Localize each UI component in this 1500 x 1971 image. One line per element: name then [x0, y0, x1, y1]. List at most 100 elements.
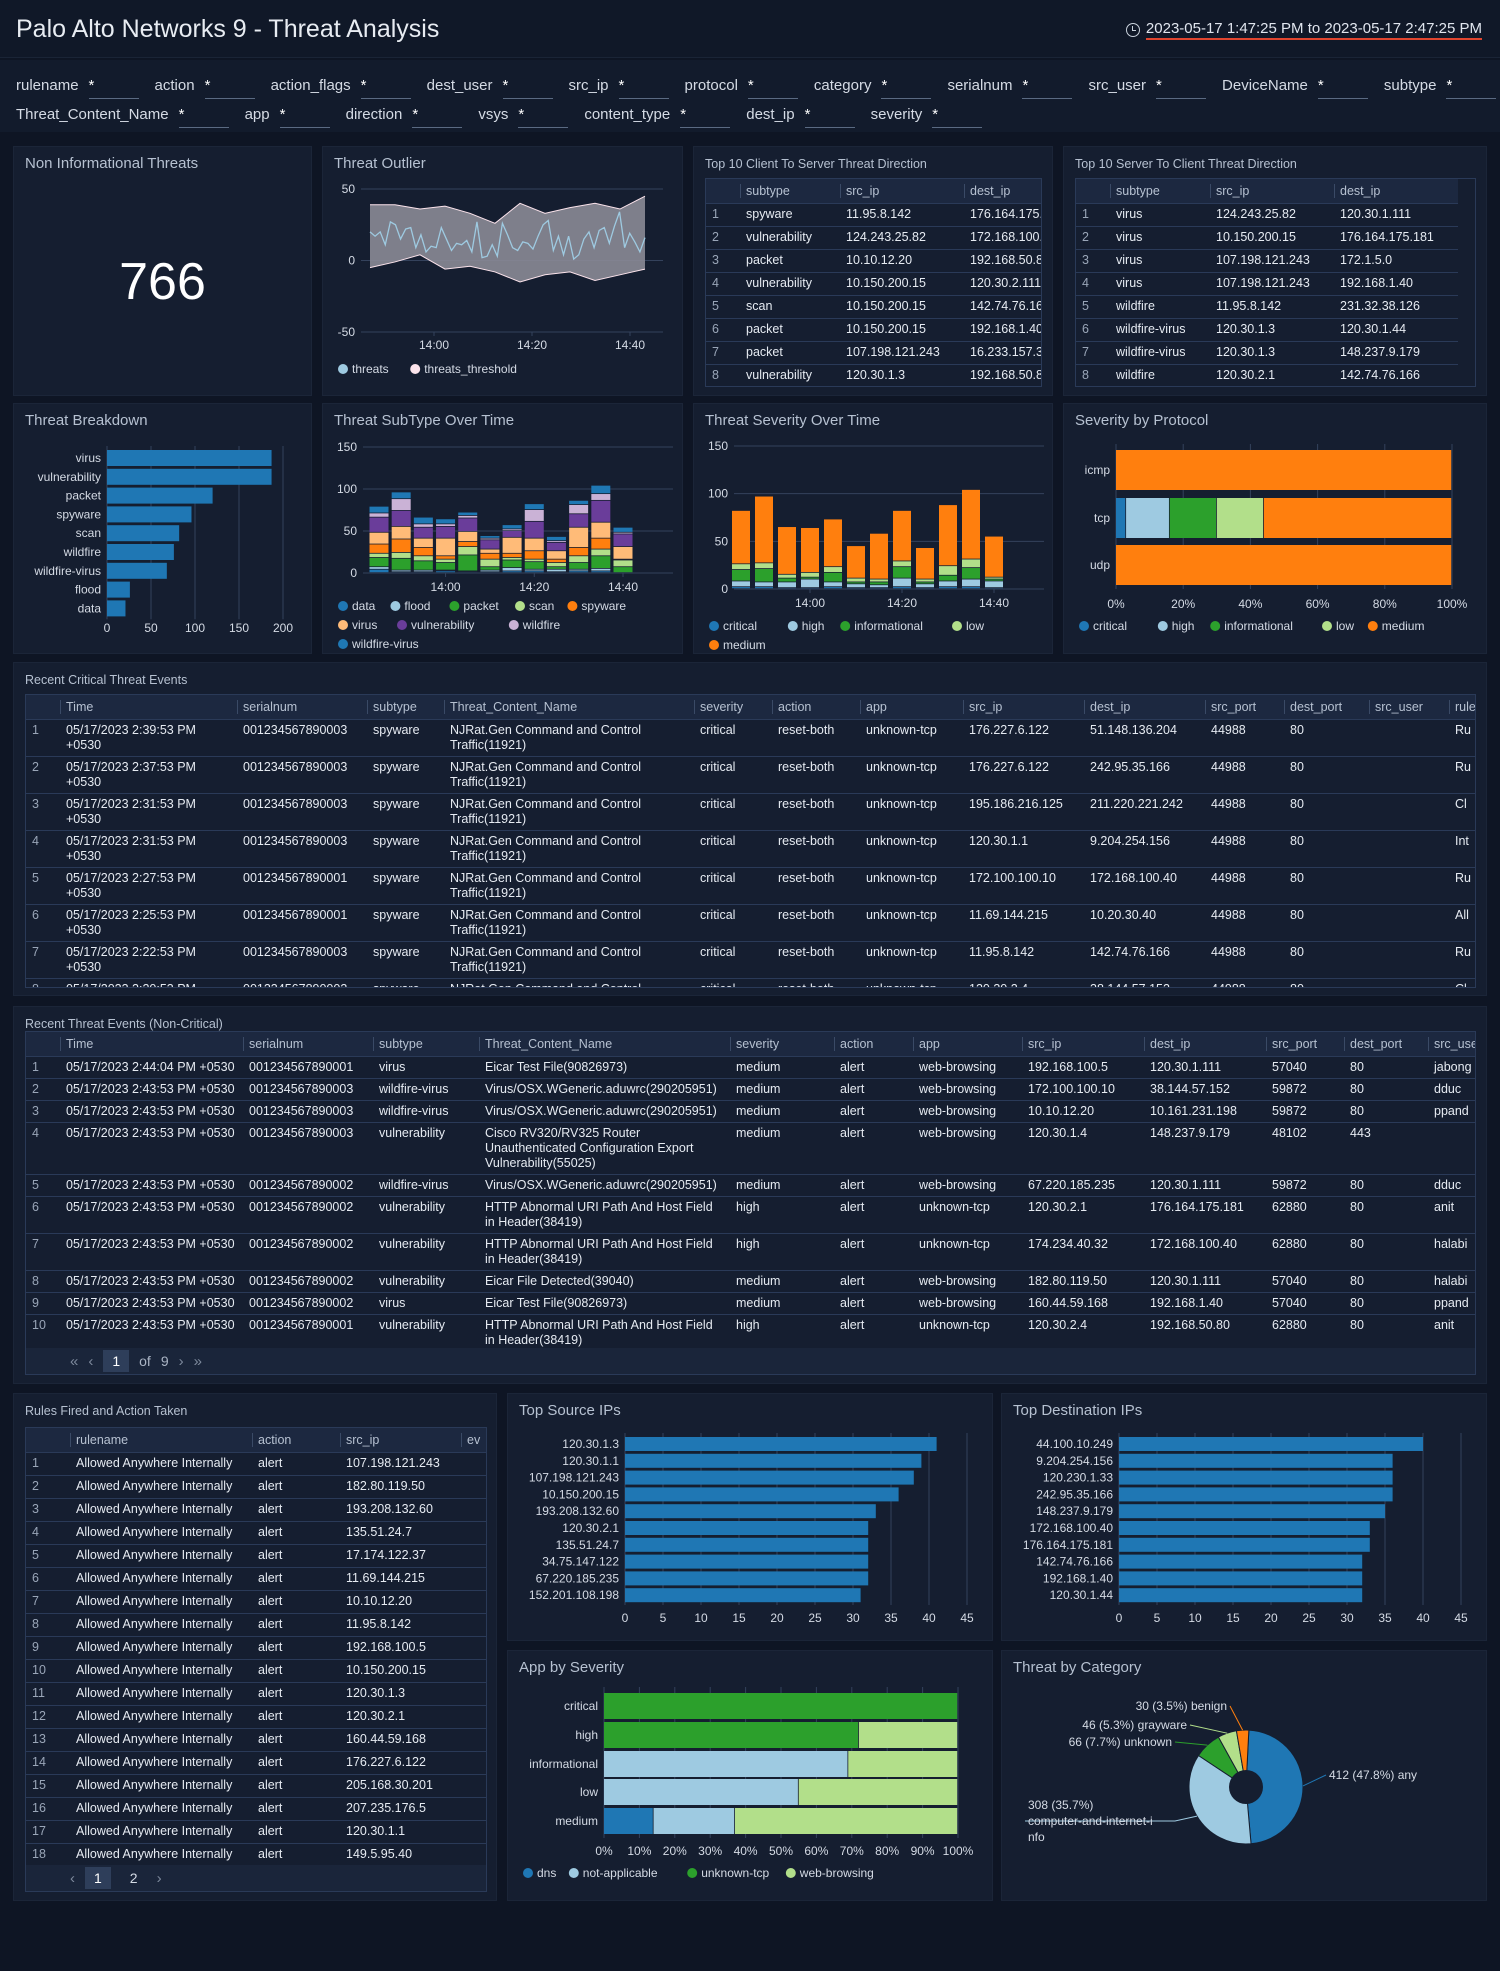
bar-segment-medium[interactable] [824, 519, 842, 567]
column-header-src-ip[interactable]: src_ip [1022, 1032, 1144, 1057]
bar-segment-wildfire-virus[interactable] [480, 536, 500, 538]
bar-segment-virus[interactable] [436, 538, 456, 556]
bar-segment-critical[interactable] [893, 587, 911, 589]
table-row[interactable]: 18 Allowed Anywhere Internally alert 149.5.… [26, 1843, 486, 1867]
bar-segment-wildfire-virus[interactable] [391, 492, 411, 499]
table-row[interactable]: 10 05/17/2023 2:43:53 PM +0530 00123456789… [26, 1314, 1475, 1352]
bar-segment-high[interactable] [962, 579, 980, 587]
legend-item-scan[interactable]: scan [515, 599, 554, 613]
bar-segment-packet[interactable] [524, 562, 544, 569]
bar-segment-high[interactable] [893, 578, 911, 587]
bar-segment-flood[interactable] [591, 568, 611, 571]
bar-segment-low[interactable] [916, 579, 934, 582]
bar-segment-informational[interactable] [824, 572, 842, 582]
bar-segment-scan[interactable] [524, 559, 544, 562]
bar-segment-low[interactable] [732, 564, 750, 570]
filter-input[interactable]: * [747, 77, 798, 99]
bar-107.198.121.243[interactable] [625, 1470, 914, 1485]
filter-input[interactable]: * [360, 77, 411, 99]
bar-segment-wildfire-virus[interactable] [546, 536, 566, 541]
bar-segment-low[interactable] [985, 577, 1003, 579]
column-header-subtype[interactable]: subtype [1110, 179, 1210, 204]
bar-segment-scan[interactable] [591, 549, 611, 556]
bar-segment-wildfire[interactable] [524, 510, 544, 521]
bar-segment-packet[interactable] [502, 560, 522, 568]
bar-segment-high[interactable] [824, 582, 842, 587]
bar-segment-virus[interactable] [480, 549, 500, 553]
prev-page-icon[interactable]: ‹ [70, 1869, 75, 1887]
bar-segment-scan[interactable] [436, 559, 456, 563]
legend-item-vulnerability[interactable]: vulnerability [397, 618, 474, 632]
table-row[interactable]: 17 Allowed Anywhere Internally alert 120.30… [26, 1820, 486, 1844]
bar-segment-high[interactable] [939, 581, 957, 587]
table-row[interactable]: 15 Allowed Anywhere Internally alert 205.16… [26, 1774, 486, 1798]
table-row[interactable]: 1 Allowed Anywhere Internally alert 107.198… [26, 1452, 486, 1476]
column-header-dest-port[interactable]: dest_port [1284, 695, 1369, 720]
bar-segment-wildfire-virus[interactable] [502, 525, 522, 529]
bar-176.164.175.181[interactable] [1119, 1537, 1370, 1552]
bar-segment-spyware[interactable] [391, 539, 411, 553]
table-row[interactable]: 3 Allowed Anywhere Internally alert 193.208… [26, 1498, 486, 1522]
bar-segment-wildfire-virus[interactable] [369, 506, 389, 513]
column-header-dest-ip[interactable]: dest_ip [1334, 179, 1458, 204]
column-header-subtype[interactable]: subtype [367, 695, 444, 720]
filter-input[interactable]: * [1156, 77, 1207, 99]
bar-segment-critical[interactable] [1116, 498, 1126, 538]
legend-item-medium[interactable]: medium [709, 638, 766, 652]
bar-segment-packet[interactable] [436, 562, 456, 570]
table-row[interactable]: 14 Allowed Anywhere Internally alert 176.22… [26, 1751, 486, 1775]
bar-segment-wildfire[interactable] [413, 524, 433, 527]
bar-segment-low[interactable] [962, 559, 980, 568]
bar-stack-14:10[interactable] [480, 536, 500, 573]
page-2[interactable]: 2 [129, 1870, 138, 1886]
table-row[interactable]: 4 05/17/2023 2:43:53 PM +0530 001234567890… [26, 1122, 1475, 1175]
bar-segment-low[interactable] [893, 561, 911, 567]
column-header-app[interactable]: app [913, 1032, 1022, 1057]
bar-stack-13:45[interactable] [369, 506, 389, 573]
bar-segment-wildfire-virus[interactable] [413, 517, 433, 524]
bar-segment-packet[interactable] [480, 567, 500, 570]
bar-segment-wildfire[interactable] [391, 499, 411, 511]
bar-142.74.76.166[interactable] [1119, 1554, 1363, 1569]
bar-segment-web-browsing[interactable] [858, 1722, 958, 1748]
bar-segment-wildfire-virus[interactable] [524, 504, 544, 510]
bar-segment-medium[interactable] [962, 489, 980, 559]
bar-stack-icmp[interactable] [1116, 450, 1452, 490]
bar-vulnerability[interactable] [107, 468, 272, 485]
table-row[interactable]: 6 wildfire-virus 120.30.1.3 120.30.1.44 [1076, 318, 1475, 342]
bar-segment-vulnerability[interactable] [391, 510, 411, 526]
bar-segment-scan[interactable] [569, 556, 589, 563]
bar-stack-14:20[interactable] [524, 504, 544, 573]
current-page[interactable]: 1 [103, 1350, 130, 1372]
bar-segment-medium[interactable] [732, 510, 750, 564]
filter-input[interactable]: * [204, 77, 255, 99]
column-header-src-ip[interactable]: src_ip [1210, 179, 1334, 204]
bar-stack-13:50[interactable] [755, 496, 773, 589]
bar-10.150.200.15[interactable] [625, 1487, 899, 1502]
bar-stack-14:40[interactable] [985, 536, 1003, 589]
table-row[interactable]: 8 wildfire 120.30.2.1 142.74.76.166 [1076, 364, 1475, 386]
bar-segment-spyware[interactable] [458, 541, 478, 547]
bar-segment-high[interactable] [870, 585, 888, 588]
legend-item-threats[interactable]: threats [338, 362, 389, 376]
bar-segment-web-browsing[interactable] [848, 1751, 958, 1777]
column-header-rulename[interactable]: rulename [70, 1428, 252, 1453]
bar-segment-wildfire-virus[interactable] [591, 485, 611, 494]
bar-segment-medium[interactable] [778, 527, 796, 574]
column-header-src-ip[interactable]: src_ip [840, 179, 964, 204]
bar-segment-vulnerability[interactable] [569, 514, 589, 527]
bar-segment-informational[interactable] [916, 582, 934, 584]
bar-172.168.100.40[interactable] [1119, 1521, 1370, 1535]
bar-segment-packet[interactable] [413, 561, 433, 570]
filter-input[interactable]: * [932, 106, 983, 128]
bar-segment-low[interactable] [778, 574, 796, 578]
filter-input[interactable]: * [88, 77, 139, 99]
bar-stack-udp[interactable] [1116, 545, 1452, 585]
bar-segment-spyware[interactable] [524, 551, 544, 559]
table-row[interactable]: 9 Allowed Anywhere Internally alert 192.168… [26, 1636, 486, 1660]
bar-stack-14:40[interactable] [613, 527, 633, 573]
table-row[interactable]: 8 vulnerability 120.30.1.3 192.168.50.80 [706, 364, 1041, 386]
bar-44.100.10.249[interactable] [1119, 1437, 1423, 1451]
bar-segment-web-browsing[interactable] [798, 1779, 958, 1805]
